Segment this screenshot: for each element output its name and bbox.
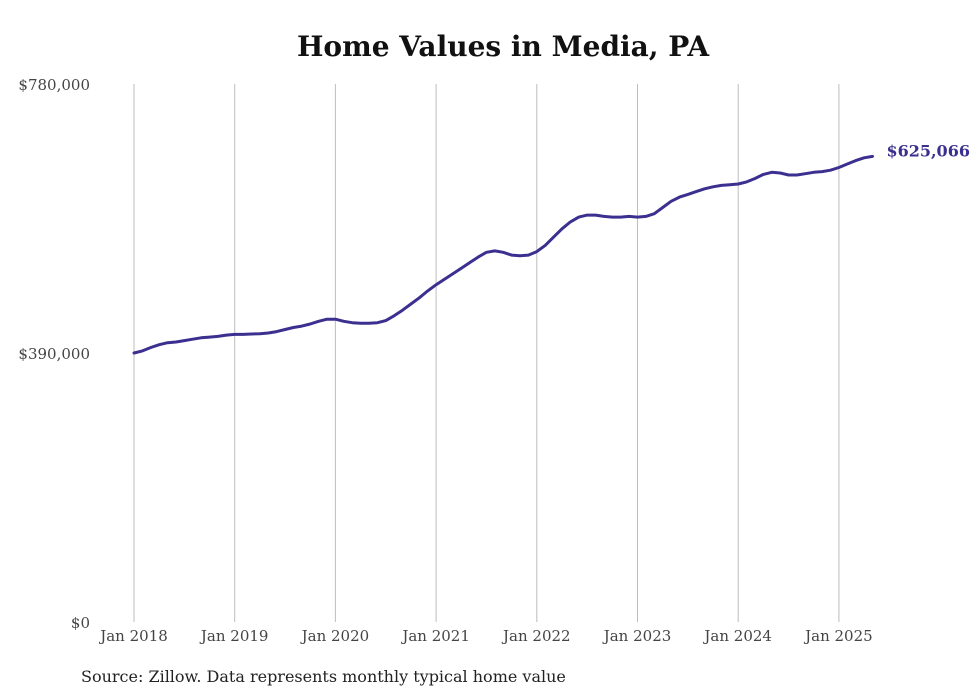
x-tick-label: Jan 2022 xyxy=(501,627,571,645)
x-tick-label: Jan 2018 xyxy=(98,627,168,645)
series-line xyxy=(132,154,874,355)
x-axis: Jan 2018 Jan 2019 Jan 2020 Jan 2021 Jan 2022… xyxy=(98,627,872,645)
y-tick-label: $390,000 xyxy=(18,345,90,363)
x-tick-label: Jan 2024 xyxy=(702,627,772,645)
x-tick-label: Jan 2025 xyxy=(803,627,873,645)
y-tick-label: $0 xyxy=(71,614,90,632)
end-value-label: $625,066 xyxy=(886,141,970,160)
y-tick-label: $780,000 xyxy=(18,76,90,94)
x-tick-label: Jan 2023 xyxy=(602,627,672,645)
source-note: Source: Zillow. Data represents monthly … xyxy=(81,667,566,686)
x-tick-label: Jan 2021 xyxy=(400,627,470,645)
x-tick-label: Jan 2020 xyxy=(300,627,370,645)
grid-lines xyxy=(133,84,840,622)
x-tick-label: Jan 2019 xyxy=(199,627,269,645)
y-axis: $0 $390,000 $780,000 xyxy=(18,76,90,632)
chart-title: Home Values in Media, PA xyxy=(296,30,710,63)
